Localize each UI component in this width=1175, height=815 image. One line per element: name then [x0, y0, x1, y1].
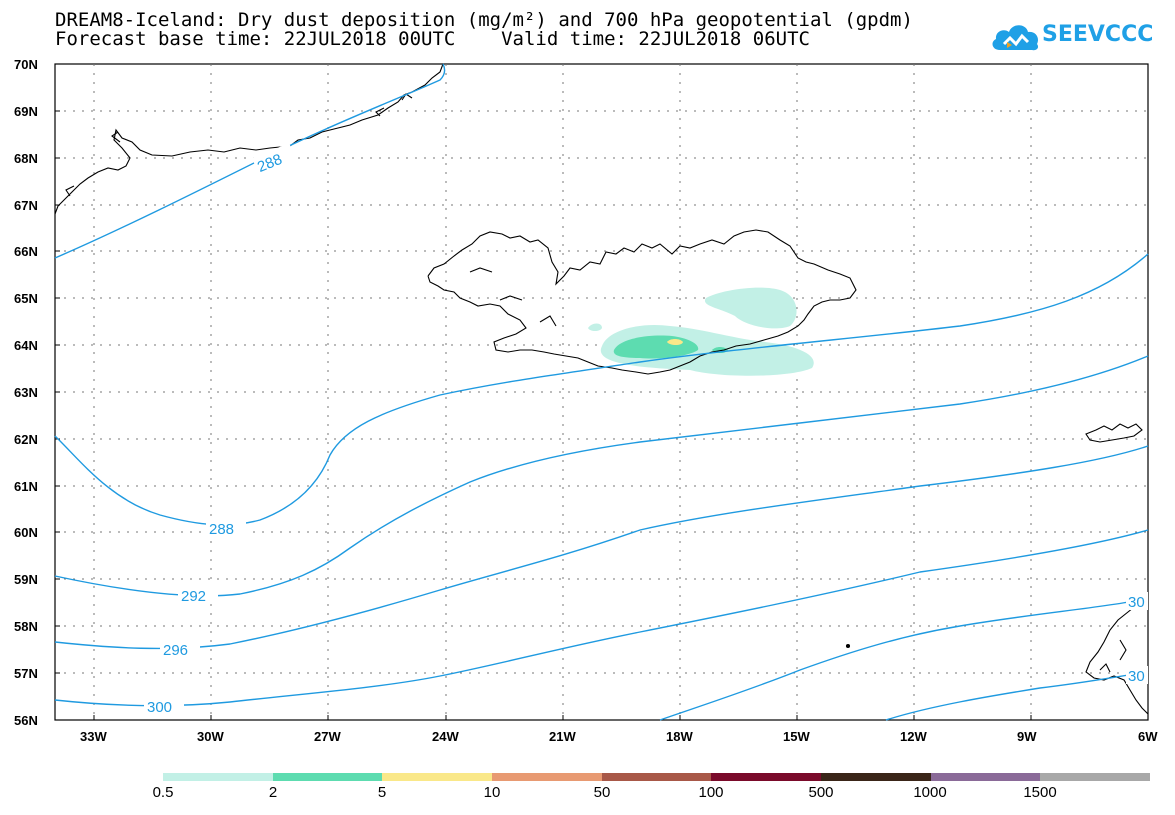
lon-label: 18W	[666, 729, 693, 744]
legend-label: 500	[808, 784, 834, 801]
geopotential-contours	[54, 63, 1149, 721]
lon-label: 27W	[314, 729, 341, 744]
seevccc-logo: SEEVCCC	[990, 18, 1153, 58]
legend-label: 2	[268, 784, 278, 801]
legend-label: 5	[377, 784, 387, 801]
contour-label: 296	[163, 642, 188, 659]
map-subtitle: Forecast base time: 22JUL2018 00UTC Vali…	[55, 28, 810, 50]
legend-label: 50	[593, 784, 611, 801]
logo-text: SEEVCCC	[1042, 22, 1154, 47]
lat-label: 57N	[14, 666, 38, 681]
axis-ticks	[55, 63, 1032, 720]
map-title: DREAM8-Iceland: Dry dust deposition (mg/…	[55, 9, 913, 31]
lon-label: 33W	[80, 729, 107, 744]
dust-deposition-field	[588, 287, 814, 376]
legend-swatch	[601, 773, 712, 781]
legend-swatch	[492, 773, 602, 781]
lat-label: 62N	[14, 432, 38, 447]
legend-swatch	[711, 773, 822, 781]
legend-swatch	[272, 773, 383, 781]
legend-swatch	[382, 773, 493, 781]
contour-label: 30	[1128, 668, 1145, 685]
lon-label: 24W	[432, 729, 459, 744]
contour-label: 300	[147, 699, 172, 716]
cloud-logo-icon	[992, 25, 1039, 51]
graticule	[55, 64, 1148, 720]
legend-swatch	[930, 773, 1041, 781]
lat-label: 60N	[14, 525, 38, 540]
lon-label: 30W	[197, 729, 224, 744]
legend-label: 0.5	[152, 784, 174, 801]
legend-label: 1000	[913, 784, 947, 801]
legend-swatch	[1040, 773, 1151, 781]
lon-label: 12W	[900, 729, 927, 744]
lat-label: 63N	[14, 385, 38, 400]
lat-label: 70N	[14, 57, 38, 72]
lon-label: 15W	[783, 729, 810, 744]
lat-label: 59N	[14, 572, 38, 587]
lat-label: 66N	[14, 244, 38, 259]
color-legend	[163, 773, 1151, 781]
lat-label: 65N	[14, 291, 38, 306]
contour-label: 30	[1128, 594, 1145, 611]
lat-label: 67N	[14, 198, 38, 213]
longitude-labels: 33W 30W 27W 24W 21W 18W 15W 12W 9W 6W	[80, 729, 1158, 744]
legend-swatch	[821, 773, 931, 781]
lat-label: 69N	[14, 104, 38, 119]
lat-label: 64N	[14, 338, 38, 353]
legend-label: 1500	[1023, 784, 1057, 801]
legend-label: 100	[698, 784, 724, 801]
lon-label: 21W	[549, 729, 576, 744]
legend-swatch	[163, 773, 273, 781]
lat-label: 56N	[14, 713, 38, 728]
legend-label: 10	[483, 784, 501, 801]
lat-label: 61N	[14, 479, 38, 494]
lon-label: 6W	[1138, 729, 1158, 744]
lon-label: 9W	[1017, 729, 1037, 744]
lat-label: 68N	[14, 151, 38, 166]
coastlines	[54, 63, 1149, 715]
lat-label: 58N	[14, 619, 38, 634]
latitude-labels: 70N 69N 68N 67N 66N 65N 64N 63N 62N 61N …	[14, 57, 38, 728]
contour-label: 288	[209, 521, 234, 538]
contour-label: 292	[181, 588, 206, 605]
contour-label-group: 288 288 292 296 300 30 30	[144, 143, 1148, 716]
